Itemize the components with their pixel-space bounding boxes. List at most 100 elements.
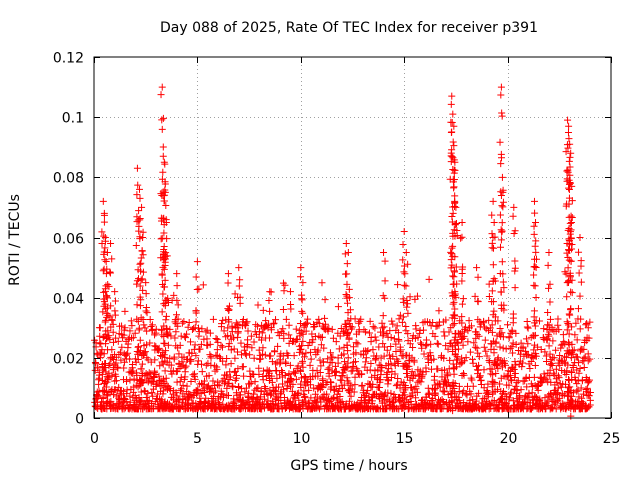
data-point [174, 315, 182, 323]
data-point [213, 346, 221, 354]
data-point [460, 328, 468, 336]
data-point [455, 382, 463, 390]
data-point [458, 233, 466, 241]
data-point [160, 375, 168, 383]
data-point [342, 290, 350, 298]
data-point [541, 394, 549, 402]
data-point [98, 398, 106, 406]
data-point [161, 283, 169, 291]
data-point [565, 376, 573, 384]
data-point [490, 396, 498, 404]
data-point [560, 391, 568, 399]
data-point [95, 380, 103, 388]
data-point [576, 347, 584, 355]
data-point [374, 366, 382, 374]
data-point [244, 336, 252, 344]
data-point [130, 375, 138, 383]
data-point [127, 334, 135, 342]
data-point [121, 307, 129, 315]
data-point [268, 390, 276, 398]
data-point [112, 372, 120, 380]
x-tick-label: 15 [396, 431, 414, 447]
data-point [507, 376, 515, 384]
data-point [459, 341, 467, 349]
data-point [531, 361, 539, 369]
data-point [156, 395, 164, 403]
data-point [468, 376, 476, 384]
data-point [556, 352, 564, 360]
data-point [563, 367, 571, 375]
data-point [160, 322, 168, 330]
data-point [183, 382, 191, 390]
data-point [451, 290, 459, 298]
data-point [469, 382, 477, 390]
data-point [246, 351, 254, 359]
data-point [395, 337, 403, 345]
data-point [132, 242, 140, 250]
data-point [302, 374, 310, 382]
data-point [340, 350, 348, 358]
data-point [504, 321, 512, 329]
data-point [387, 342, 395, 350]
data-point [475, 389, 483, 397]
data-point [214, 381, 222, 389]
data-point [498, 228, 506, 236]
data-point [325, 324, 333, 332]
data-point [108, 371, 116, 379]
data-point [237, 391, 245, 399]
data-point [498, 173, 506, 181]
data-point [297, 264, 305, 272]
data-point [447, 100, 455, 108]
data-point [363, 347, 371, 355]
data-point [448, 146, 456, 154]
data-point [450, 176, 458, 184]
data-point [567, 306, 575, 314]
data-point [318, 384, 326, 392]
data-point [530, 271, 538, 279]
data-point [223, 354, 231, 362]
data-point [235, 282, 243, 290]
data-point [239, 363, 247, 371]
data-point [532, 255, 540, 263]
data-point [586, 388, 594, 396]
data-point [490, 345, 498, 353]
data-point [400, 379, 408, 387]
data-point [142, 290, 150, 298]
data-point [499, 270, 507, 278]
data-point [500, 301, 508, 309]
data-point [419, 326, 427, 334]
data-point [572, 319, 580, 327]
data-point [361, 328, 369, 336]
data-point [312, 402, 320, 410]
data-point [467, 322, 475, 330]
data-point [139, 378, 147, 386]
data-point [343, 270, 351, 278]
data-point [467, 374, 475, 382]
data-point [508, 328, 516, 336]
data-point [585, 378, 593, 386]
data-point [470, 339, 478, 347]
data-point [198, 325, 206, 333]
data-point [106, 336, 114, 344]
data-point [545, 249, 553, 257]
data-point [567, 226, 575, 234]
data-point [524, 324, 532, 332]
data-point [460, 357, 468, 365]
data-point [546, 361, 554, 369]
data-point [350, 343, 358, 351]
data-point [154, 345, 162, 353]
data-point [343, 260, 351, 268]
data-point [448, 261, 456, 269]
data-point [236, 276, 244, 284]
data-point [234, 328, 242, 336]
data-point [564, 321, 572, 329]
data-point [517, 339, 525, 347]
data-point [182, 362, 190, 370]
data-point [139, 286, 147, 294]
data-point [196, 345, 204, 353]
data-point [161, 188, 169, 196]
data-point [137, 365, 145, 373]
data-point [172, 389, 180, 397]
data-point [343, 374, 351, 382]
data-point [577, 257, 585, 265]
